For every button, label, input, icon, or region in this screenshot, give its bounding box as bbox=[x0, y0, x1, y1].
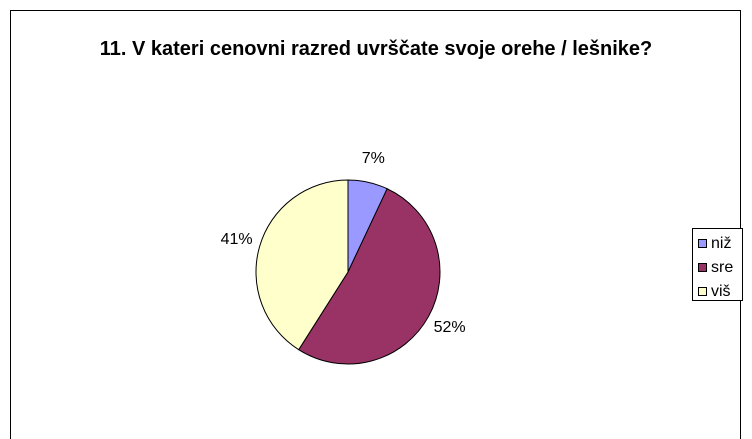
chart-title: 11. V kateri cenovni razred uvrščate svo… bbox=[99, 38, 653, 60]
data-label: 7% bbox=[362, 150, 385, 167]
legend-swatch bbox=[698, 263, 707, 272]
data-label: 52% bbox=[434, 319, 466, 336]
legend-swatch bbox=[698, 287, 707, 296]
legend-swatch bbox=[698, 239, 707, 248]
pie-slice bbox=[298, 188, 441, 365]
legend-label: viš bbox=[711, 283, 731, 300]
pie-slice bbox=[255, 179, 349, 351]
legend-label: sre bbox=[711, 259, 733, 276]
data-label: 41% bbox=[221, 231, 253, 248]
legend-label: niž bbox=[711, 235, 731, 252]
